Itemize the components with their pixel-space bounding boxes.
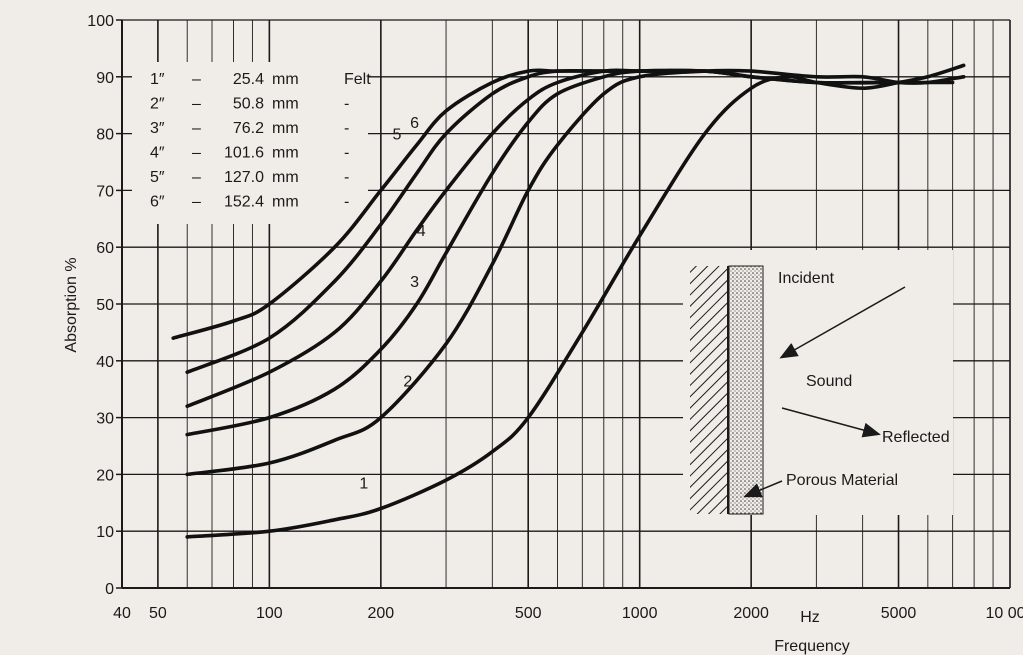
x-tick-label: 500 <box>515 605 542 622</box>
inset-label-reflected: Reflected <box>882 429 950 446</box>
x-tick-label: 200 <box>367 605 394 622</box>
y-tick-label: 10 <box>96 524 114 541</box>
legend-dash: – <box>192 71 201 88</box>
curve-label-4: 4 <box>417 223 426 240</box>
x-tick-label: 1000 <box>622 605 658 622</box>
legend-inch: 2″ <box>150 96 165 113</box>
x-tick-label: 40 <box>113 605 131 622</box>
curve-label-6: 6 <box>410 115 419 132</box>
inset-label-porous-material: Porous Material <box>786 472 898 489</box>
legend-unit: mm <box>272 194 299 211</box>
curve-label-1: 1 <box>359 476 368 493</box>
x-axis-unit: Hz <box>800 609 820 626</box>
y-axis-label: Absorption % <box>63 257 80 352</box>
y-tick-label: 40 <box>96 354 114 371</box>
legend-mm: 25.4 <box>233 71 264 88</box>
legend-inch: 6″ <box>150 194 165 211</box>
legend-box <box>132 62 368 224</box>
wall-hatch <box>690 266 728 514</box>
inset-diagram: Incident Sound Reflected Porous Material <box>683 250 953 515</box>
legend-material: - <box>344 145 349 162</box>
y-tick-label: 50 <box>96 297 114 314</box>
series-line-1 <box>185 63 966 539</box>
x-tick-label: 10 000 <box>986 605 1023 622</box>
legend-inch: 4″ <box>150 145 165 162</box>
curve-label-2: 2 <box>403 373 412 390</box>
legend: 1″ – 25.4 mm Felt 2″ – 50.8 mm - 3″ – 76.2 mm - 4″ – 101.… <box>132 62 371 224</box>
legend-dash: – <box>192 194 201 211</box>
curve-labels: 1 2 3 4 56 <box>359 115 425 493</box>
legend-inch: 1″ <box>150 71 165 88</box>
y-tick-label: 20 <box>96 467 114 484</box>
series <box>171 63 966 539</box>
legend-mm: 101.6 <box>224 145 264 162</box>
legend-mm: 152.4 <box>224 194 264 211</box>
legend-unit: mm <box>272 169 299 186</box>
porous-layer <box>728 265 764 515</box>
y-tick-label: 70 <box>96 183 114 200</box>
legend-unit: mm <box>272 145 299 162</box>
reflected-arrow <box>781 407 881 438</box>
legend-material: - <box>344 194 349 211</box>
series-line-2 <box>185 68 966 477</box>
series-line-4 <box>185 68 901 408</box>
material-pointer <box>743 480 783 498</box>
legend-mm: 127.0 <box>224 169 264 186</box>
y-tick-label: 60 <box>96 240 114 257</box>
incident-arrow <box>779 286 906 359</box>
y-tick-label: 0 <box>105 581 114 598</box>
tick-labels: 0 10 20 30 40 50 60 70 80 90 100 40 50 100 200 500 1000 2… <box>87 13 1023 622</box>
inset-label-incident: Incident <box>778 270 835 287</box>
legend-unit: mm <box>272 71 299 88</box>
y-tick-label: 100 <box>87 13 114 30</box>
y-tick-label: 90 <box>96 70 114 87</box>
legend-material: - <box>344 96 349 113</box>
x-axis-label: Frequency <box>774 638 850 655</box>
legend-dash: – <box>192 169 201 186</box>
legend-unit: mm <box>272 120 299 137</box>
legend-unit: mm <box>272 96 299 113</box>
y-tick-label: 80 <box>96 127 114 144</box>
inset-label-sound: Sound <box>806 373 852 390</box>
series-line-6 <box>171 68 642 340</box>
legend-material: - <box>344 120 349 137</box>
legend-inch: 3″ <box>150 120 165 137</box>
y-tick-label: 30 <box>96 411 114 428</box>
legend-mm: 50.8 <box>233 96 264 113</box>
legend-material: - <box>344 169 349 186</box>
x-tick-label: 50 <box>149 605 167 622</box>
curve-label-3: 3 <box>410 274 419 291</box>
curve-label-5: 5 <box>392 126 401 143</box>
x-tick-label: 100 <box>256 605 283 622</box>
x-tick-label: 5000 <box>881 605 917 622</box>
x-tick-label: 2000 <box>733 605 769 622</box>
legend-mm: 76.2 <box>233 120 264 137</box>
legend-dash: – <box>192 96 201 113</box>
legend-dash: – <box>192 120 201 137</box>
legend-inch: 5″ <box>150 169 165 186</box>
legend-material: Felt <box>344 71 371 88</box>
legend-dash: – <box>192 145 201 162</box>
